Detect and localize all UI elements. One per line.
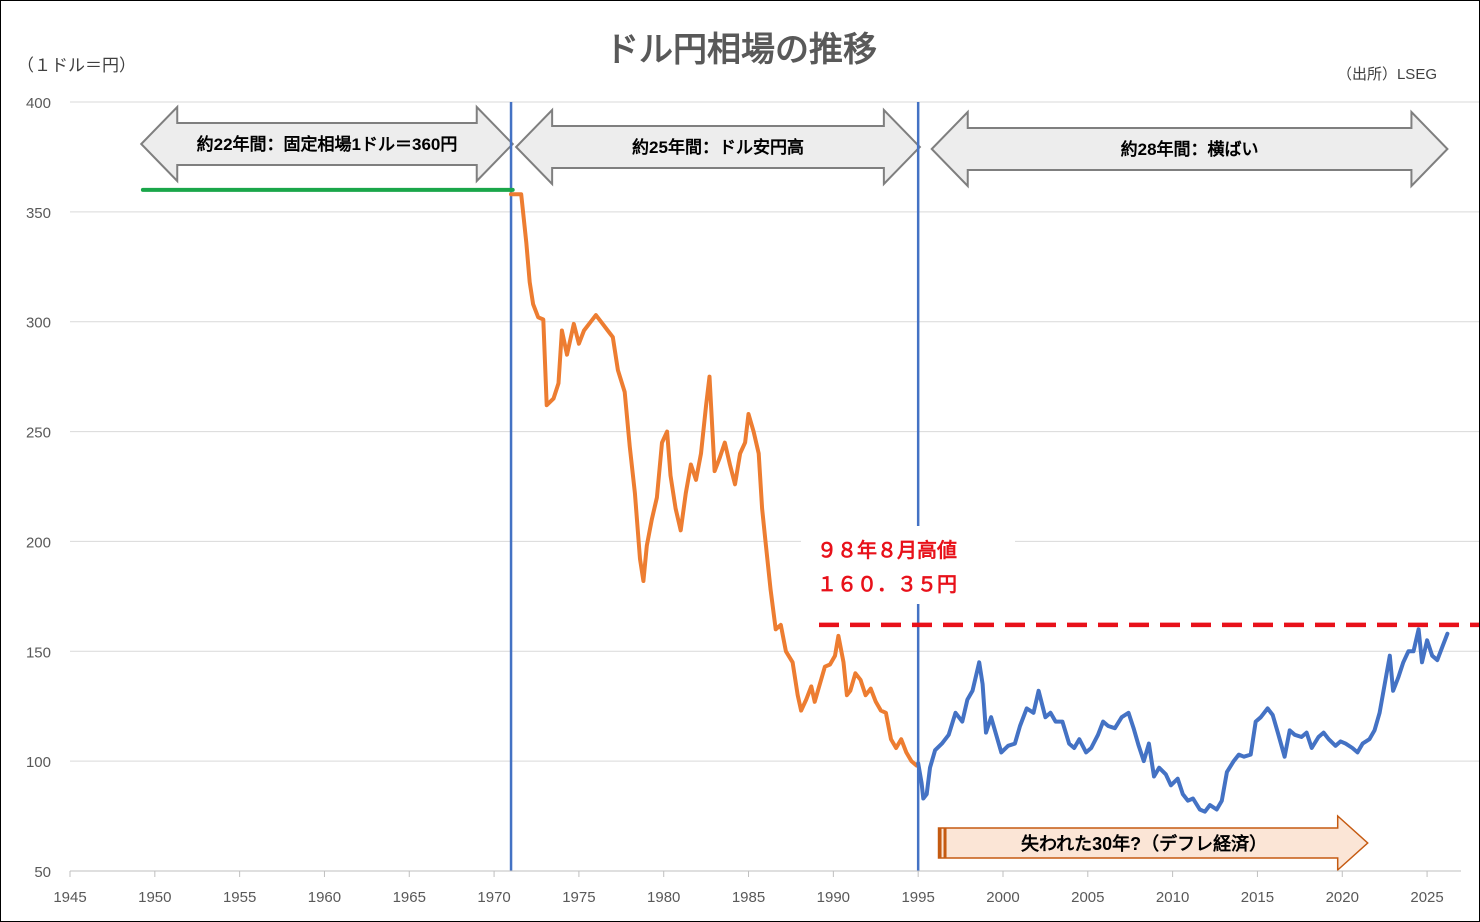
x-tick-label: 1975 <box>562 889 595 906</box>
x-tick-label: 2025 <box>1410 889 1443 906</box>
peak-label-line1: ９８年８月高値 <box>817 538 957 562</box>
lost-decades-arrow-bar1 <box>938 828 942 858</box>
x-tick-label: 2015 <box>1241 889 1274 906</box>
x-tick-label: 1995 <box>901 889 934 906</box>
x-tick-label: 1955 <box>223 889 256 906</box>
peak-annotation: ９８年８月高値 １６０．３５円 <box>801 526 1479 628</box>
y-tick-label: 50 <box>34 864 51 881</box>
x-tick-label: 1950 <box>138 889 171 906</box>
x-tick-label: 1965 <box>393 889 426 906</box>
x-tick-label: 2020 <box>1326 889 1359 906</box>
series-lines <box>140 187 1450 814</box>
x-tick-label: 1945 <box>53 889 86 906</box>
peak-label-background <box>801 526 1015 604</box>
lost-decades-label: 失われた30年?（デフレ経済） <box>1021 833 1267 854</box>
y-tick-label: 150 <box>26 644 51 661</box>
gridlines <box>70 101 1479 762</box>
x-tick-label: 1990 <box>817 889 850 906</box>
era-dividers <box>509 102 920 871</box>
lost-decades-arrow: 失われた30年?（デフレ経済） <box>937 814 1369 872</box>
x-tick-label: 1985 <box>732 889 765 906</box>
period-arrow-label: 約28年間：横ばい <box>1121 139 1259 159</box>
series-line-era2 <box>916 627 1450 814</box>
series-line-era1 <box>509 192 919 768</box>
y-tick-label: 100 <box>26 754 51 771</box>
x-tick-label: 1970 <box>477 889 510 906</box>
chart-title: ドル円相場の推移 <box>605 31 877 69</box>
x-tick-label: 2010 <box>1156 889 1189 906</box>
period-arrow <box>514 107 922 187</box>
axes: 50 100 150 200 250 300 350 400 1945 1950 1955 1960 1… <box>26 95 1461 906</box>
y-tick-label: 250 <box>26 425 51 442</box>
unit-label: （１ドル＝円） <box>17 56 136 75</box>
x-tick-label: 1960 <box>308 889 341 906</box>
period-arrows: 約22年間：固定相場1ドル＝360円 約25年間：ドル安円高 約28年間：横ばい <box>139 104 1449 189</box>
x-tick-label: 2005 <box>1071 889 1104 906</box>
period-arrow-label: 約25年間：ドル安円高 <box>632 137 804 157</box>
x-tick-label: 1980 <box>647 889 680 906</box>
y-tick-label: 350 <box>26 205 51 222</box>
peak-label-line2: １６０．３５円 <box>817 574 957 596</box>
period-arrow <box>930 109 1449 189</box>
period-arrow <box>139 104 515 184</box>
lost-decades-arrow-bar2 <box>943 828 947 858</box>
y-tick-label: 200 <box>26 534 51 551</box>
x-tick-label: 2000 <box>986 889 1019 906</box>
lost-decades-arrow-body <box>937 814 1369 872</box>
y-tick-label: 300 <box>26 315 51 332</box>
source-label: （出所）LSEG <box>1337 66 1437 83</box>
period-arrow-label: 約22年間：固定相場1ドル＝360円 <box>197 134 458 154</box>
y-tick-label: 400 <box>26 95 51 112</box>
